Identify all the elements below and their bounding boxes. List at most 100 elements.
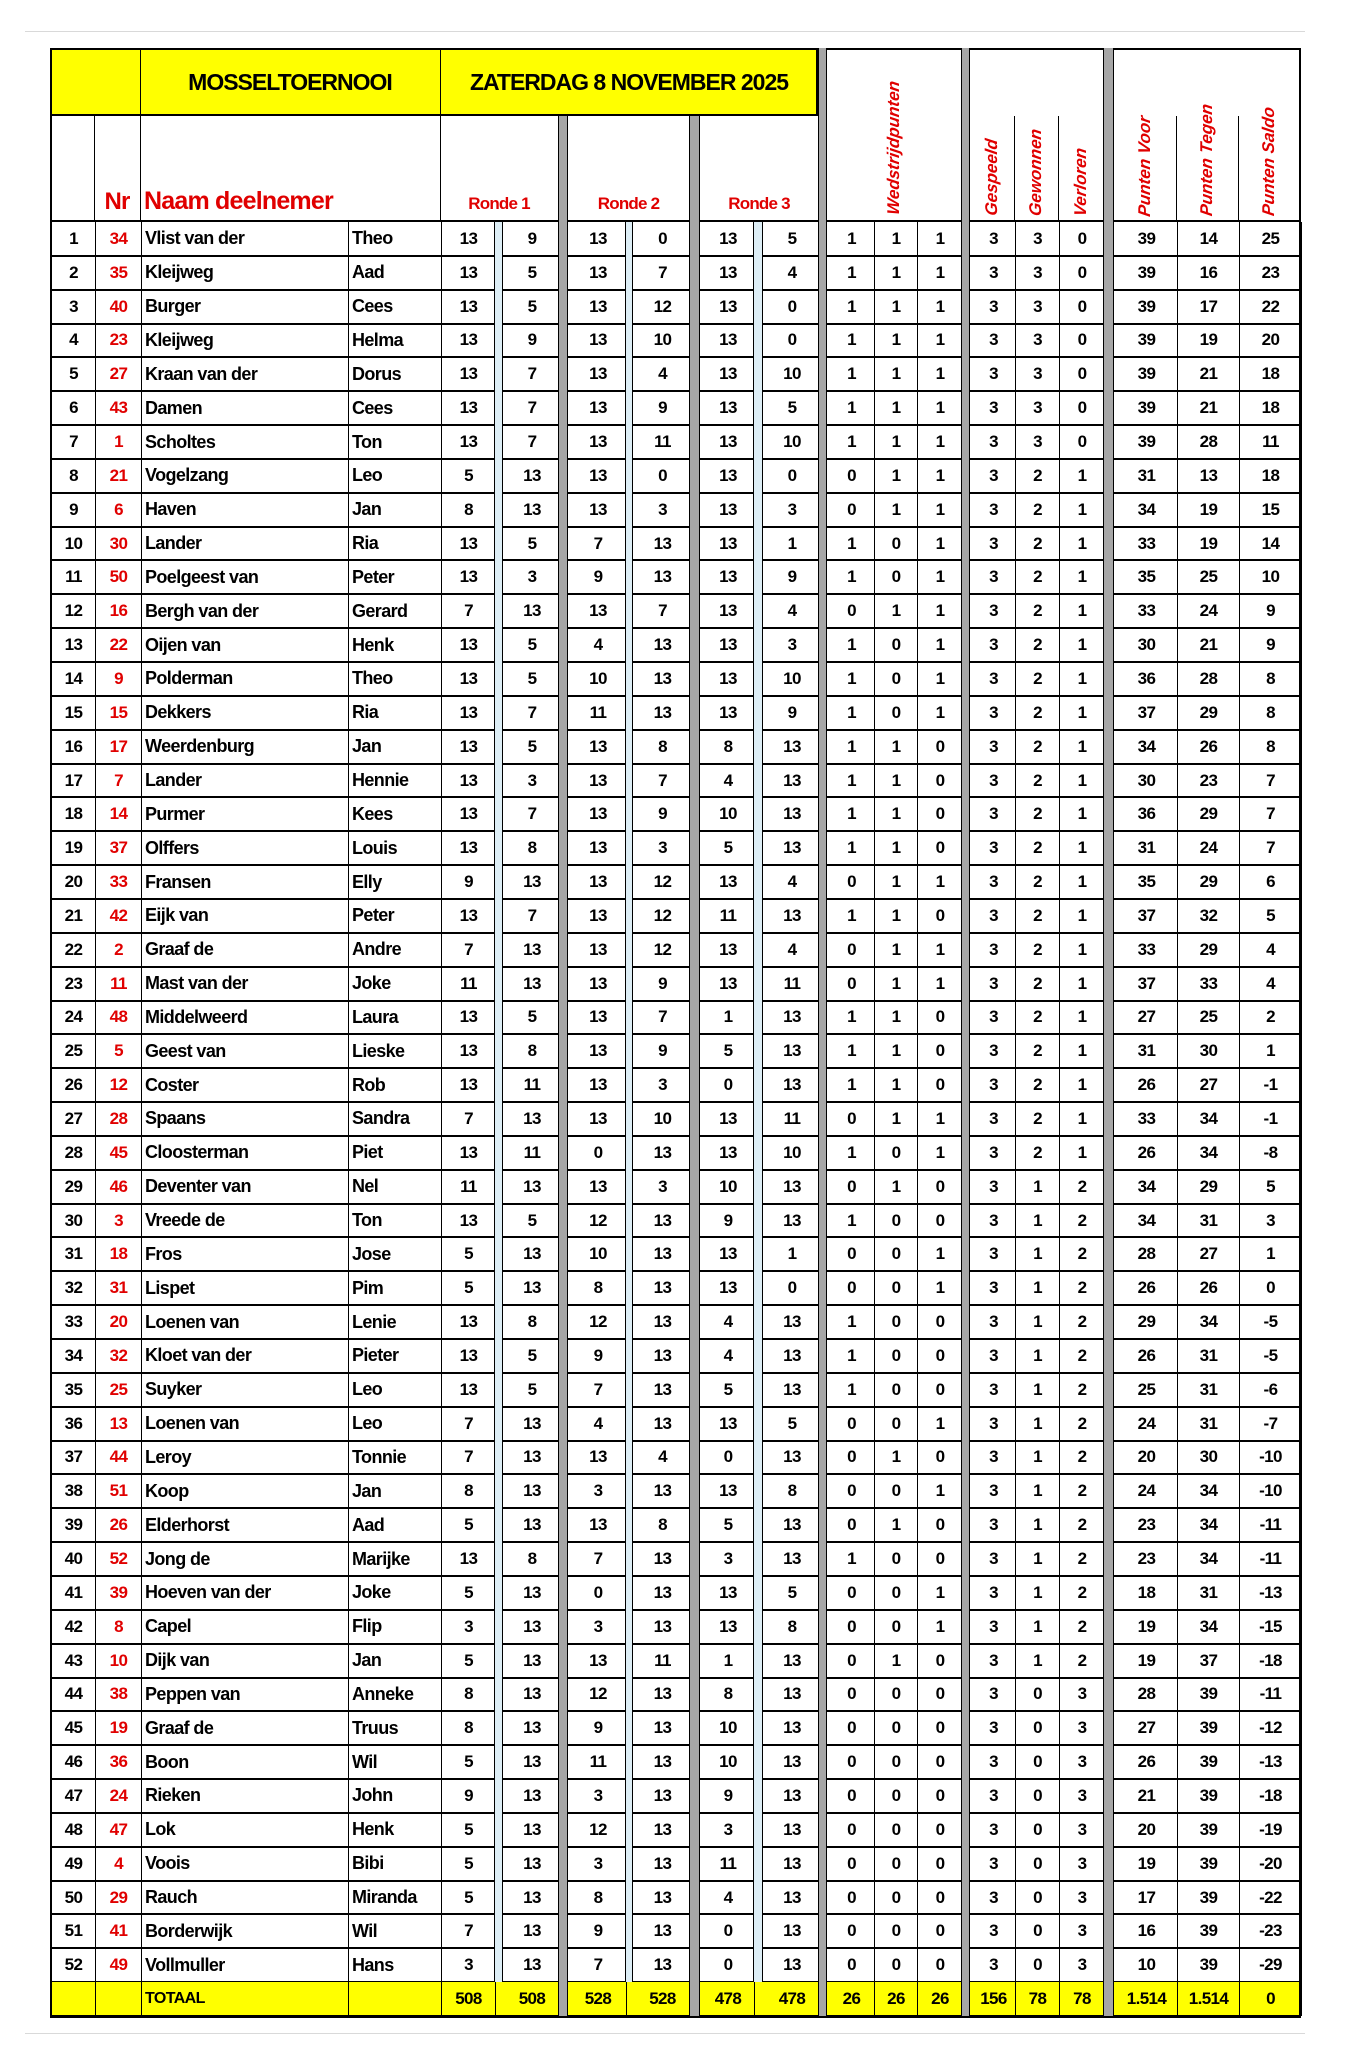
r3-score-a-cell: 13 xyxy=(702,628,755,663)
punten-tegen-cell: 34 xyxy=(1178,1305,1240,1339)
nr-cell: 25 xyxy=(96,1372,142,1407)
nr-cell: 26 xyxy=(96,1508,142,1543)
row-border xyxy=(50,457,1301,460)
rank-cell: 34 xyxy=(52,1339,96,1373)
nr-cell: 40 xyxy=(96,289,142,324)
gewonnen-cell: 2 xyxy=(1016,1102,1060,1136)
r3-score-b-cell: 13 xyxy=(765,1068,820,1103)
punten-saldo-cell: 9 xyxy=(1240,594,1302,629)
verloren-cell: 1 xyxy=(1060,729,1105,764)
wp-r3-cell: 1 xyxy=(918,391,963,426)
wp-r3-cell: 1 xyxy=(918,289,963,324)
punten-tegen-cell: 19 xyxy=(1178,526,1240,561)
gespeeld-cell: 3 xyxy=(972,492,1016,527)
gewonnen-cell: 1 xyxy=(1016,1406,1060,1441)
table-row: 29 46 Deventer van Nel 11 13 13 3 10 13 0 1 0 3 1 2 34 29… xyxy=(50,1169,1302,1204)
row-border xyxy=(50,1202,1301,1205)
r1-score-b-cell: 13 xyxy=(505,458,560,493)
r2-score-b-cell: 13 xyxy=(635,1779,691,1813)
verloren-cell: 1 xyxy=(1060,1034,1105,1069)
gespeeld-cell: 156 xyxy=(972,1982,1016,2016)
gespeeld-cell: 3 xyxy=(972,865,1016,899)
nr-cell xyxy=(96,1982,142,2016)
r1-score-b-cell: 8 xyxy=(505,1034,560,1069)
r1-score-b-cell: 13 xyxy=(505,1169,560,1204)
r3-score-b-cell: 13 xyxy=(765,1508,820,1543)
gespeeld-cell: 3 xyxy=(972,255,1016,290)
table-row: 28 45 Cloosterman Piet 13 11 0 13 13 10 1 0 1 3 2 1 26 34… xyxy=(50,1135,1302,1170)
row-border xyxy=(50,1101,1301,1104)
punten-voor-cell: 34 xyxy=(1116,1169,1178,1204)
r1-score-a-cell: 5 xyxy=(442,1880,496,1915)
punten-saldo-cell: 14 xyxy=(1240,526,1302,561)
r1-score-b-cell: 13 xyxy=(505,1643,560,1678)
r2-score-b-cell: 13 xyxy=(635,1542,691,1576)
r2-score-a-cell: 13 xyxy=(570,289,627,324)
wp-r1-cell: 0 xyxy=(829,1575,875,1610)
r1-score-a-cell: 13 xyxy=(442,763,496,798)
r3-score-a-cell: 478 xyxy=(702,1982,755,2016)
row-border xyxy=(50,1744,1301,1747)
punten-voor-cell: 36 xyxy=(1116,797,1178,832)
wp-r1-cell: 1 xyxy=(829,1135,875,1170)
r1-score-a-cell: 13 xyxy=(442,1135,496,1170)
r2-score-a-cell: 7 xyxy=(570,1948,627,1983)
wp-r1-cell: 1 xyxy=(829,763,875,798)
r2-score-b-cell: 13 xyxy=(635,1880,691,1915)
last-name-cell: Cloosterman xyxy=(142,1135,349,1170)
rank-cell: 21 xyxy=(52,898,96,933)
r1-score-a-cell: 13 xyxy=(442,729,496,764)
r2-score-a-cell: 7 xyxy=(570,526,627,561)
gewonnen-cell: 1 xyxy=(1016,1440,1060,1475)
last-name-cell: Jong de xyxy=(142,1542,349,1576)
last-name-cell: Peppen van xyxy=(142,1677,349,1712)
row-border xyxy=(50,525,1301,528)
r3-score-b-cell: 5 xyxy=(765,222,820,256)
punten-saldo-cell: -11 xyxy=(1240,1508,1302,1543)
first-name-cell: Wil xyxy=(349,1745,442,1780)
r3-score-b-cell: 9 xyxy=(765,560,820,595)
punten-tegen-cell: 21 xyxy=(1178,391,1240,426)
r1-score-b-cell: 13 xyxy=(505,1779,560,1813)
gespeeld-cell: 3 xyxy=(972,1034,1016,1069)
last-name-cell: Capel xyxy=(142,1609,349,1644)
first-name-cell: Bibi xyxy=(349,1846,442,1881)
row-border xyxy=(50,1304,1301,1307)
wp-r1-cell: 1 xyxy=(829,289,875,324)
punten-tegen-cell: 33 xyxy=(1178,966,1240,1001)
wp-r1-cell: 1 xyxy=(829,1339,875,1373)
punten-voor-header: Punten Voor xyxy=(1114,80,1176,217)
r2-score-b-cell: 3 xyxy=(635,1068,691,1103)
gespeeld-cell: 3 xyxy=(972,628,1016,663)
gespeeld-cell: 3 xyxy=(972,1609,1016,1644)
wp-r3-cell: 1 xyxy=(918,662,963,696)
tournament-title: MOSSELTOERNOOI xyxy=(188,68,393,95)
wp-r1-cell: 0 xyxy=(829,1237,875,1272)
wp-r1-cell: 0 xyxy=(829,1474,875,1509)
nr-cell: 13 xyxy=(96,1406,142,1441)
wp-r1-cell: 0 xyxy=(829,932,875,967)
gewonnen-cell: 0 xyxy=(1016,1880,1060,1915)
r2-score-b-cell: 13 xyxy=(635,526,691,561)
verloren-cell: 2 xyxy=(1060,1271,1105,1306)
wp-r1-cell: 1 xyxy=(829,425,875,459)
r3-score-b-cell: 13 xyxy=(765,831,820,866)
wp-r3-cell: 0 xyxy=(918,1779,963,1813)
wp-r2-cell: 1 xyxy=(875,763,918,798)
table-row: 12 16 Bergh van der Gerard 7 13 13 7 13 4 0 1 1 3 2 1 33… xyxy=(50,594,1302,629)
first-name-cell: Theo xyxy=(349,222,442,256)
verloren-cell: 1 xyxy=(1060,966,1105,1001)
first-name-cell: Dorus xyxy=(349,357,442,392)
first-name-cell: Flip xyxy=(349,1609,442,1644)
nr-cell: 4 xyxy=(96,1846,142,1881)
table-row: 24 48 Middelweerd Laura 13 5 13 7 1 13 1 1 0 3 2 1 27 25 2 xyxy=(50,1000,1302,1035)
wp-r3-cell: 0 xyxy=(918,831,963,866)
nr-cell: 8 xyxy=(96,1609,142,1644)
last-name-cell: Polderman xyxy=(142,662,349,696)
verloren-cell: 3 xyxy=(1060,1711,1105,1746)
r1-score-a-cell: 13 xyxy=(442,425,496,459)
last-name-cell: Damen xyxy=(142,391,349,426)
r3-score-a-cell: 10 xyxy=(702,797,755,832)
punten-voor-cell: 35 xyxy=(1116,865,1178,899)
r3-score-b-cell: 10 xyxy=(765,662,820,696)
